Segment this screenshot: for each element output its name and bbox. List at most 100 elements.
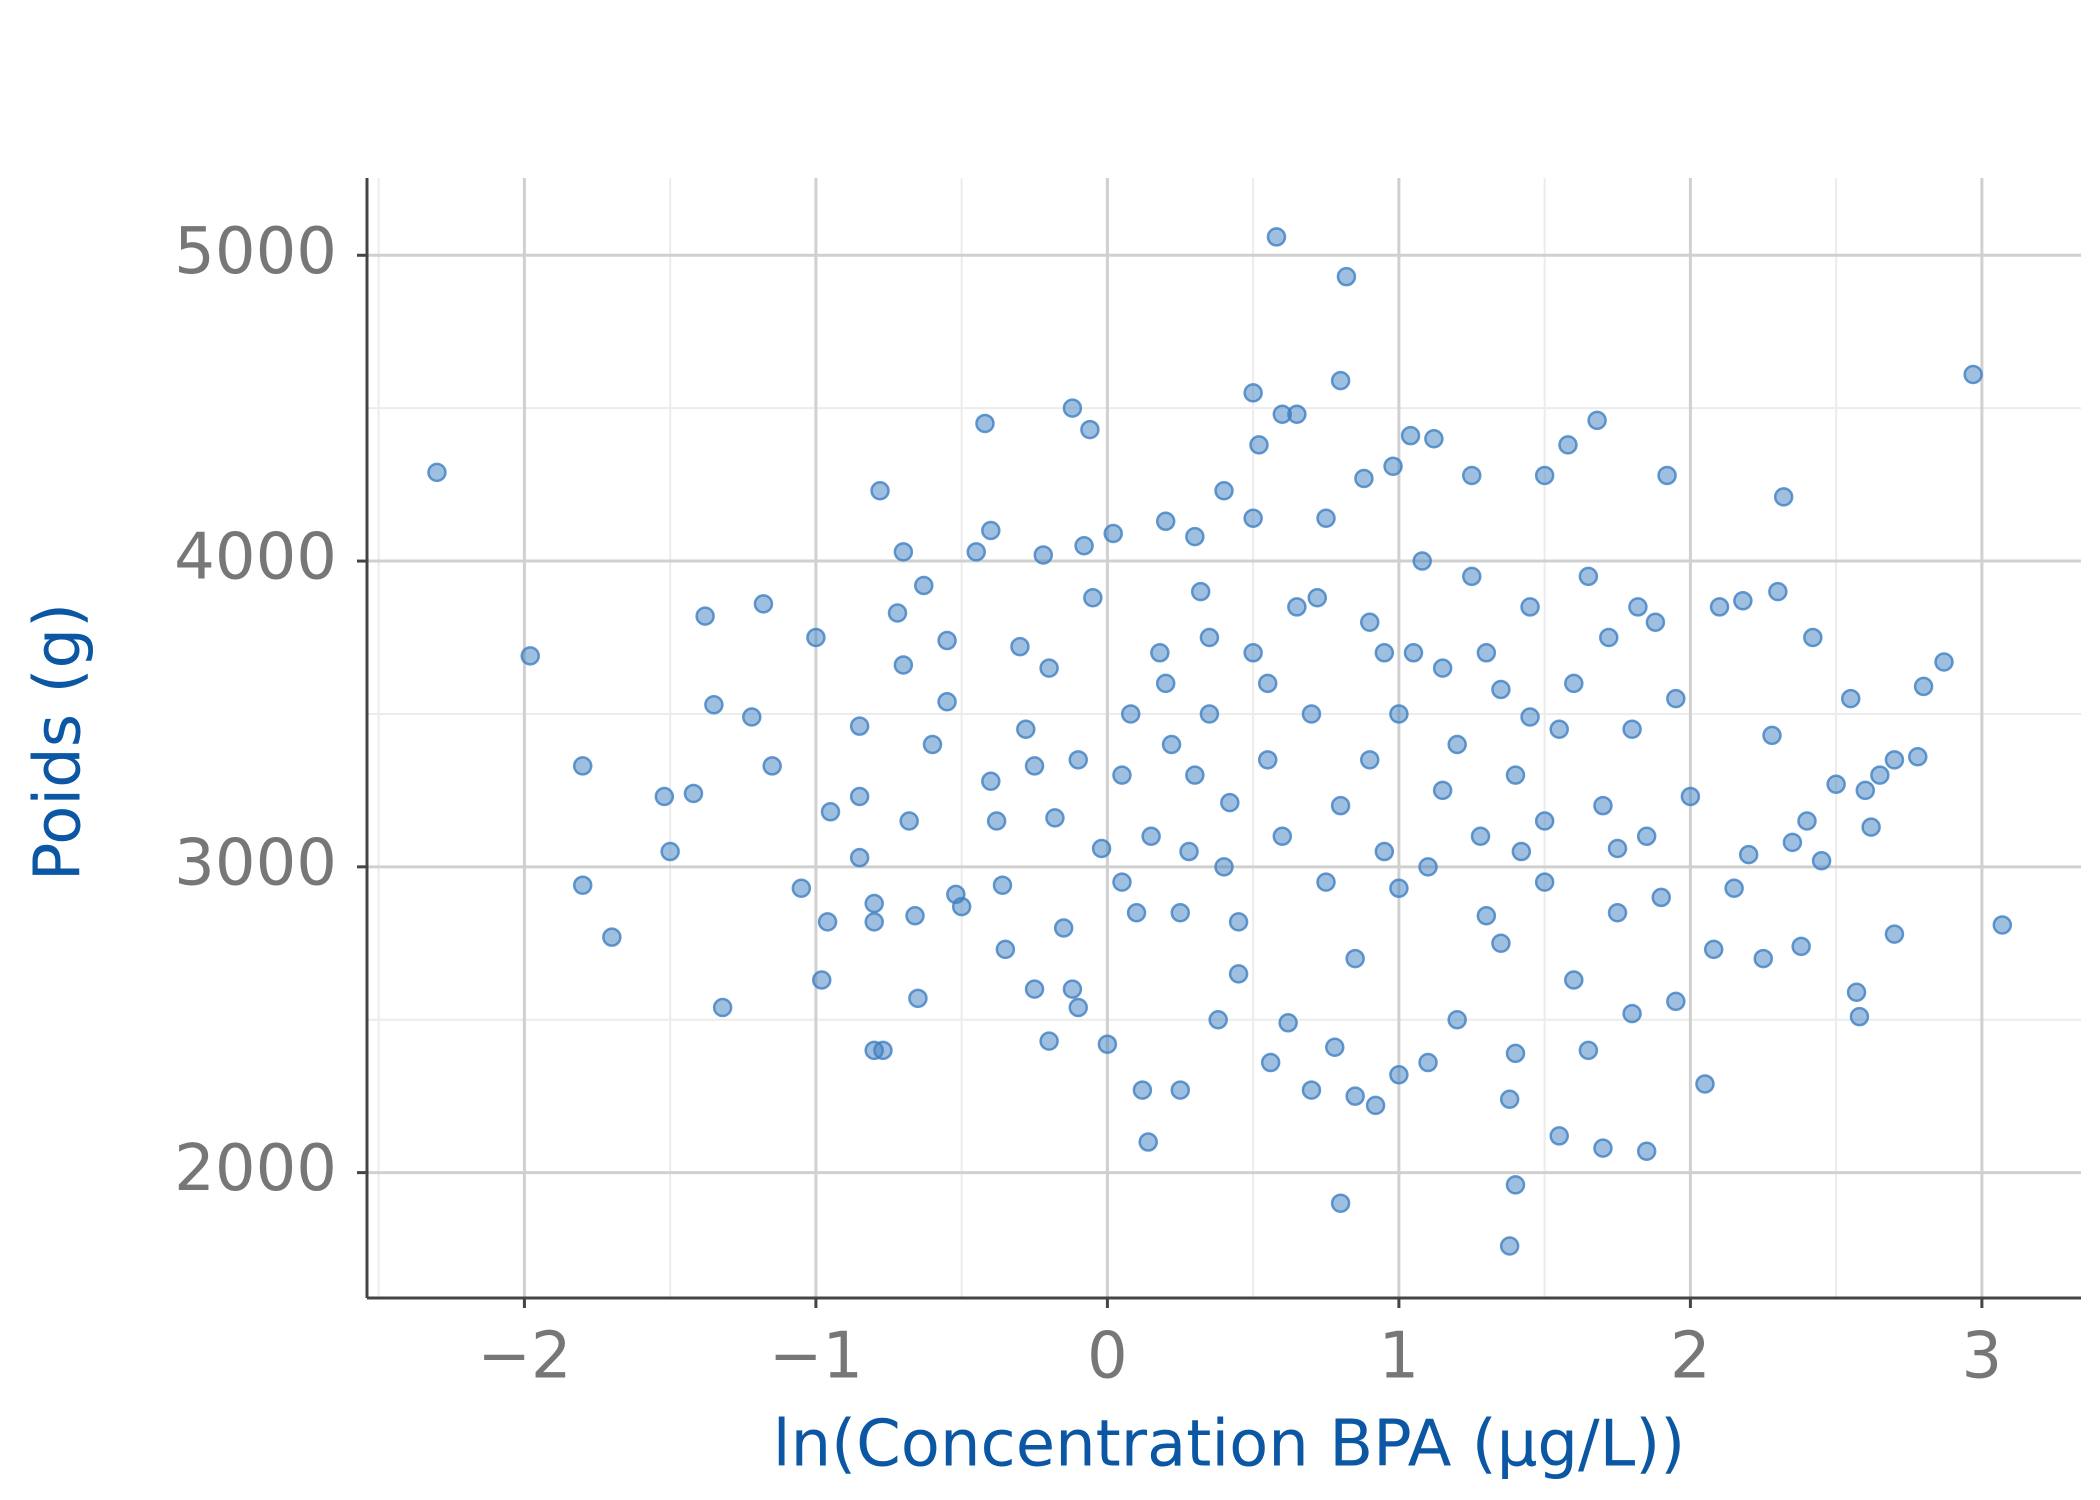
point [951,896,972,917]
point [1330,1193,1351,1213]
point [864,912,884,932]
x-tick-label: 3 [1962,1320,2003,1394]
point [1636,1141,1657,1161]
point [1336,266,1357,287]
point [1214,857,1234,877]
point [1345,1086,1365,1106]
point [1068,997,1089,1018]
x-tick-label: 0 [1087,1320,1128,1394]
point [1628,597,1648,617]
y-tick-label: 2000 [174,1132,337,1206]
point [1179,841,1199,862]
point [1257,750,1278,770]
point [1622,719,1642,739]
point [1564,970,1584,990]
point [791,878,812,898]
point [820,802,841,822]
point [1155,511,1176,532]
point [1150,643,1170,663]
point [1039,1031,1059,1051]
point [1190,581,1211,602]
point [1112,872,1132,892]
point [520,646,540,666]
point [1199,704,1220,724]
point [1534,811,1555,831]
point [1068,750,1089,770]
point [1578,1040,1599,1061]
point [1680,786,1701,807]
point [1695,1074,1715,1094]
point [1383,456,1403,477]
y-tick-label: 4000 [174,521,337,595]
point [427,462,447,483]
point [1033,545,1054,565]
point [1651,887,1671,908]
point [1861,817,1881,837]
point [1103,523,1123,544]
point [1424,428,1444,449]
point [1791,936,1811,957]
x-tick-label: 1 [1379,1320,1420,1394]
point [1243,508,1263,528]
point [1243,643,1263,663]
point [1593,795,1613,816]
point [1462,465,1482,486]
point [1884,924,1905,944]
point [1797,811,1817,831]
point [1811,850,1832,871]
point [1325,1037,1345,1058]
point [1499,1089,1520,1109]
point [1126,902,1147,923]
point [1703,939,1724,960]
point [908,988,928,1009]
point [849,786,870,807]
point [887,603,908,623]
point [1272,826,1293,847]
point [1491,933,1511,954]
point [1470,826,1491,847]
point [870,480,890,501]
x-axis-title: ln(Concentration BPA (µg/L)) [773,1408,1685,1482]
point [1199,627,1220,648]
point [849,716,870,736]
point [1132,1080,1153,1100]
point [1564,673,1584,694]
point [1039,658,1059,678]
point [893,655,914,675]
point [1389,1065,1409,1085]
point [1549,719,1569,739]
point [1724,878,1744,898]
point [1170,1080,1191,1100]
point [1120,704,1141,724]
point [1354,468,1374,489]
point [1316,508,1336,528]
point [1266,227,1287,247]
point [1476,643,1497,663]
point [1549,1126,1569,1146]
point [1359,612,1380,632]
point [893,542,914,562]
point [1709,597,1730,617]
x-tick-label: −2 [477,1320,571,1394]
point [1534,872,1555,892]
point [1045,808,1065,828]
y-tick-label: 5000 [174,215,337,289]
point [695,606,715,626]
point [1345,948,1365,969]
point [995,939,1016,960]
point [753,594,774,614]
point [1773,487,1794,507]
point [1558,435,1578,455]
point [1112,765,1132,785]
point [602,927,622,947]
point [1301,1080,1322,1100]
point [1908,747,1928,767]
point [1400,425,1421,446]
point [1418,857,1438,877]
point [1053,918,1074,938]
point [1826,774,1846,795]
point [1062,979,1083,999]
point [981,520,1001,541]
point [849,847,870,868]
